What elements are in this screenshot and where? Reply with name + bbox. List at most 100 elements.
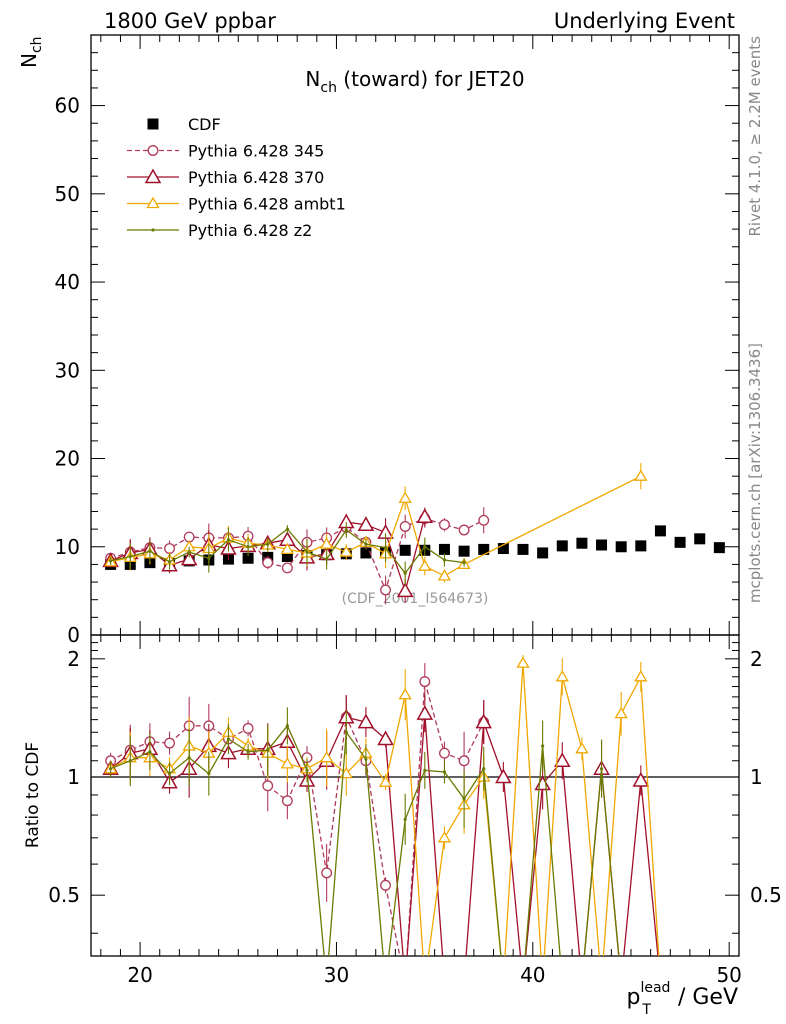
- x-tick-label: 50: [716, 963, 741, 987]
- side-label-rivet: Rivet 4.1.0, ≥ 2.2M events: [746, 36, 764, 237]
- data-point: [262, 557, 274, 569]
- ratio-series-line: [110, 713, 659, 956]
- ratio-y-tick-label: 1: [67, 765, 80, 789]
- main-y-tick-label: 30: [55, 358, 80, 382]
- ratio-data-point: [416, 705, 434, 720]
- main-y-axis: 0 10 20 30 40 50 60: [55, 34, 739, 647]
- legend-label: Pythia 6.428 z2: [188, 221, 312, 240]
- ratio-data-point: [357, 713, 375, 729]
- analysis-watermark: (CDF_2001_I564673): [342, 591, 489, 607]
- main-title-main: N: [305, 67, 320, 91]
- data-point: [537, 547, 549, 559]
- ratio-data-point: [462, 797, 466, 801]
- ratio-data-point: [226, 737, 231, 741]
- x-tick-label: 20: [127, 963, 152, 987]
- data-point: [423, 545, 427, 549]
- data-point: [438, 543, 450, 555]
- ratio-data-point: [285, 724, 289, 728]
- ratio-data-point: [281, 795, 293, 807]
- main-y-tick-label: 50: [55, 182, 80, 206]
- ratio-data-point: [575, 741, 589, 754]
- data-point: [325, 557, 329, 561]
- ratio-y-tick-label-right: 0.5: [750, 883, 782, 907]
- legend-marker: [151, 228, 155, 232]
- data-point: [383, 546, 388, 550]
- data-point: [517, 543, 529, 555]
- ratio-y-tick-label: 0.5: [48, 883, 80, 907]
- data-point: [458, 524, 470, 536]
- data-point: [654, 525, 666, 537]
- data-point: [398, 491, 412, 503]
- data-point: [694, 533, 706, 545]
- legend-label: Pythia 6.428 370: [188, 168, 324, 187]
- ratio-data-point: [632, 771, 650, 787]
- x-label-sup: lead: [640, 980, 670, 996]
- ratio-data-layer: [102, 655, 660, 956]
- data-point: [148, 549, 152, 553]
- ratio-data-point: [380, 879, 391, 891]
- ratio-data-point: [482, 767, 486, 771]
- ratio-series-pythia-6-428-z2: [109, 707, 620, 956]
- ratio-data-point: [164, 737, 175, 749]
- ratio-data-point: [246, 750, 250, 754]
- header-right-label: Underlying Event: [554, 9, 735, 33]
- ratio-series-line: [110, 681, 485, 956]
- ratio-data-point: [364, 757, 368, 761]
- main-y-label-main: N: [17, 53, 41, 68]
- data-point: [364, 542, 368, 546]
- x-tick-label: 30: [324, 963, 349, 987]
- legend-marker: [147, 118, 159, 130]
- main-y-label-sub: ch: [29, 36, 45, 53]
- x-label-sub: T: [641, 1002, 651, 1018]
- series-pythia-6-428-z2: [109, 522, 466, 586]
- data-point: [439, 519, 450, 531]
- legend-item: Pythia 6.428 370: [127, 168, 324, 187]
- data-point: [167, 560, 172, 564]
- ratio-data-point: [555, 669, 569, 682]
- ratio-data-point: [305, 768, 309, 772]
- data-point: [615, 541, 627, 553]
- main-y-tick-label: 40: [55, 270, 80, 294]
- data-point: [180, 550, 198, 566]
- ratio-data-point: [398, 687, 412, 700]
- ratio-data-point: [475, 713, 493, 729]
- data-point: [437, 569, 452, 581]
- ratio-data-point: [419, 676, 431, 688]
- ratio-y-tick-label-right: 1: [750, 765, 763, 789]
- data-point: [280, 542, 294, 555]
- data-point: [339, 545, 353, 557]
- data-point: [416, 508, 434, 524]
- data-point: [242, 552, 254, 564]
- ratio-data-point: [403, 817, 407, 821]
- ratio-x-axis: 20 30 40 50: [100, 635, 742, 987]
- data-point: [396, 582, 414, 598]
- main-y-tick-label: 0: [67, 623, 80, 647]
- data-point: [187, 550, 191, 554]
- main-title-sub: ch: [320, 80, 337, 96]
- data-point: [380, 584, 391, 596]
- data-point: [462, 561, 466, 565]
- main-y-tick-label: 60: [55, 94, 80, 118]
- ratio-data-point: [187, 756, 191, 760]
- data-point: [403, 571, 407, 575]
- ratio-data-point: [553, 752, 571, 768]
- ratio-data-point: [262, 780, 274, 792]
- data-point: [266, 542, 270, 546]
- data-point: [344, 528, 348, 532]
- data-point: [246, 545, 250, 549]
- ratio-panel: 20 30 40 50 0.5 0.5 1 1 2 2 Ratio to CDF plead T …: [23, 634, 782, 1018]
- ratio-data-point: [599, 767, 604, 771]
- data-point: [399, 544, 411, 556]
- ratio-y-axis: 0.5 0.5 1 1 2 2: [48, 642, 782, 934]
- ratio-data-point: [109, 767, 113, 771]
- data-point: [320, 537, 334, 549]
- main-y-tick-label: 10: [55, 535, 80, 559]
- data-point: [226, 538, 231, 542]
- ratio-data-point: [266, 748, 270, 752]
- data-point: [634, 469, 648, 481]
- ratio-data-point: [242, 722, 254, 734]
- ratio-data-point: [442, 770, 447, 774]
- legend-item: Pythia 6.428 ambt1: [127, 195, 346, 214]
- legend-item: CDF: [147, 115, 221, 134]
- ratio-data-point: [207, 772, 211, 776]
